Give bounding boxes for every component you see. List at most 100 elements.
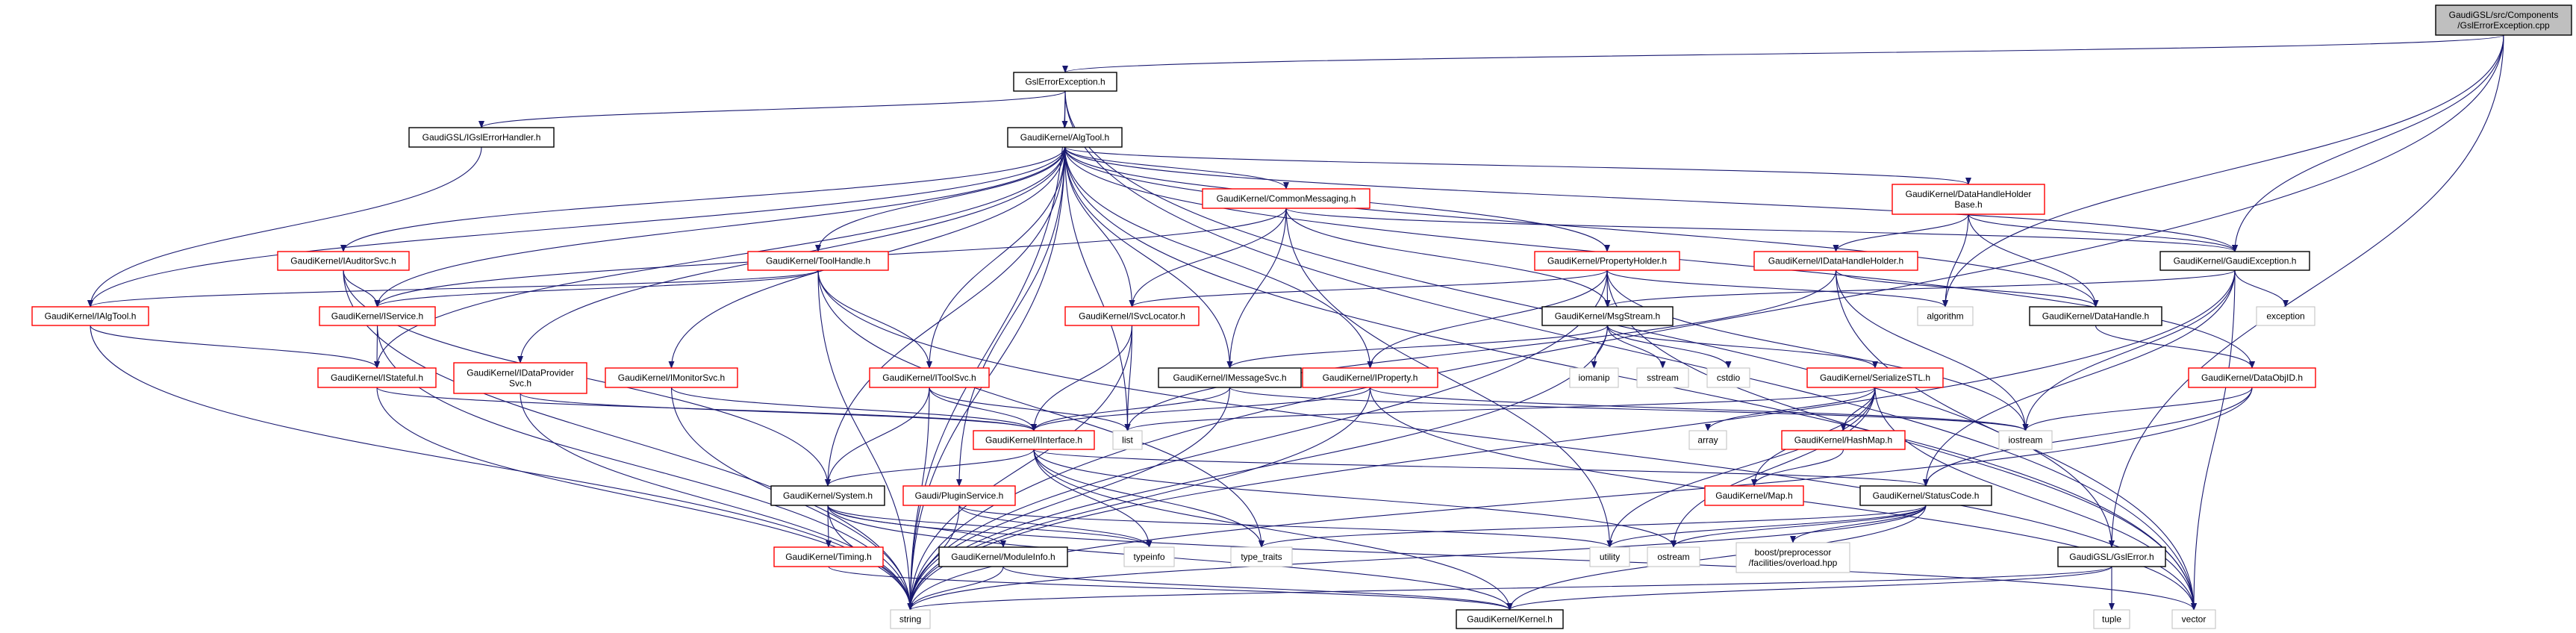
node-label: GaudiKernel/PropertyHolder.h	[1547, 256, 1667, 266]
edge-algtool-to-imessagesvc	[1064, 146, 1233, 369]
node-box	[31, 306, 149, 326]
node-root[interactable]: GaudiGSL/src/Components/GslErrorExceptio…	[2435, 4, 2572, 36]
node-iproperty[interactable]: GaudiKernel/IProperty.h	[1302, 367, 1438, 388]
node-box	[1302, 367, 1438, 388]
node-commonmsg[interactable]: GaudiKernel/CommonMessaging.h	[1202, 188, 1370, 209]
node-pluginservice[interactable]: Gaudi/PluginService.h	[902, 485, 1016, 506]
node-igslhandler[interactable]: GaudiGSL/IGslErrorHandler.h	[408, 127, 555, 148]
node-istateful[interactable]: GaudiKernel/IStateful.h	[317, 367, 437, 388]
node-label: GaudiKernel/ModuleInfo.h	[951, 552, 1055, 562]
node-iservice[interactable]: GaudiKernel/IService.h	[319, 306, 436, 326]
node-imonitorsvc[interactable]: GaudiKernel/IMonitorSvc.h	[605, 367, 738, 388]
edge-algtool-to-isvclocator	[1064, 146, 1135, 308]
node-msgstream[interactable]: GaudiKernel/MsgStream.h	[1541, 306, 1674, 326]
node-map[interactable]: GaudiKernel/Map.h	[1704, 485, 1804, 506]
node-label: vector	[2182, 614, 2207, 625]
node-label: type_traits	[1241, 552, 1282, 562]
node-box	[1202, 188, 1370, 209]
node-propholder[interactable]: GaudiKernel/PropertyHolder.h	[1534, 251, 1680, 271]
node-idhh[interactable]: GaudiKernel/IDataHandleHolder.h	[1753, 251, 1918, 271]
node-isvclocator[interactable]: GaudiKernel/ISvcLocator.h	[1064, 306, 1200, 326]
node-box	[605, 367, 738, 388]
node-serializestl[interactable]: GaudiKernel/SerializeSTL.h	[1806, 367, 1944, 388]
edge-dhhbase-to-gaudiexc	[1968, 213, 2238, 252]
node-gslexc[interactable]: GslErrorException.h	[1013, 72, 1117, 92]
edge-imonitorsvc-to-iinterface	[670, 387, 1037, 431]
node-box	[1704, 485, 1804, 506]
node-system[interactable]: GaudiKernel/System.h	[770, 485, 885, 506]
node-iauditorsvc[interactable]: GaudiKernel/IAuditorSvc.h	[277, 251, 410, 271]
nodes-layer: GaudiGSL/src/Components/GslErrorExceptio…	[31, 4, 2572, 629]
node-kernel[interactable]: GaudiKernel/Kernel.h	[1456, 609, 1564, 629]
node-ialgtool[interactable]: GaudiKernel/IAlgTool.h	[31, 306, 149, 326]
node-label: GslErrorException.h	[1025, 77, 1105, 87]
node-label: ostream	[1657, 552, 1689, 562]
node-algtool[interactable]: GaudiKernel/AlgTool.h	[1007, 127, 1123, 148]
edge-propholder-to-isvclocator	[1129, 269, 1608, 308]
node-sstream: sstream	[1636, 367, 1689, 388]
edge-algtool-to-iauditorsvc	[340, 146, 1066, 252]
node-datahandle[interactable]: GaudiKernel/DataHandle.h	[2029, 306, 2162, 326]
node-label: GaudiKernel/CommonMessaging.h	[1217, 193, 1356, 204]
node-label: GaudiKernel/GaudiException.h	[2174, 256, 2297, 266]
node-label: tuple	[2102, 614, 2121, 625]
node-label: GaudiKernel/MsgStream.h	[1555, 311, 1660, 322]
node-dataobjid[interactable]: GaudiKernel/DataObjID.h	[2188, 367, 2316, 388]
edge-toolhandle-to-itoolsvc	[817, 269, 932, 369]
node-label: GaudiGSL/IGslErrorHandler.h	[422, 132, 541, 143]
edge-statuscode-to-kernel	[1506, 505, 1927, 611]
node-label: GaudiGSL/GslError.h	[2069, 552, 2154, 562]
node-box	[2159, 251, 2310, 271]
node-hashmap[interactable]: GaudiKernel/HashMap.h	[1781, 430, 1906, 450]
node-label: exception	[2266, 311, 2304, 322]
node-imessagesvc[interactable]: GaudiKernel/IMessageSvc.h	[1158, 367, 1302, 388]
edge-msgstream-to-iomanip	[1591, 325, 1609, 369]
node-gslerror[interactable]: GaudiGSL/GslError.h	[2057, 546, 2166, 567]
node-box	[1158, 367, 1302, 388]
edge-dhhbase-to-idhh	[1833, 213, 1969, 252]
node-moduleinfo[interactable]: GaudiKernel/ModuleInfo.h	[938, 546, 1068, 567]
node-toolhandle[interactable]: GaudiKernel/ToolHandle.h	[747, 251, 889, 271]
edge-imessagesvc-to-string	[907, 387, 1231, 611]
node-box	[1806, 367, 1944, 388]
node-iinterface[interactable]: GaudiKernel/IInterface.h	[973, 430, 1095, 450]
edge-serializestl-to-array	[1705, 387, 1876, 431]
edge-algtool-to-commonmsg	[1064, 146, 1289, 190]
edge-isvclocator-to-string	[907, 325, 1133, 611]
node-box	[2093, 609, 2130, 629]
node-label: algorithm	[1927, 311, 1963, 322]
node-box	[1636, 367, 1689, 388]
node-box	[317, 367, 437, 388]
edge-msgstream-to-cstdio	[1606, 325, 1732, 369]
node-array: array	[1688, 430, 1727, 450]
node-label: GaudiKernel/IToolSvc.h	[882, 372, 976, 383]
edge-datahandle-to-dataobjid	[2095, 325, 2255, 369]
node-box	[319, 306, 436, 326]
edge-moduleinfo-to-kernel	[1002, 566, 1513, 611]
node-timing[interactable]: GaudiKernel/Timing.h	[773, 546, 884, 567]
node-label: GaudiKernel/Kernel.h	[1467, 614, 1553, 625]
edge-imessagesvc-to-iinterface	[1031, 387, 1231, 431]
edge-algtool-to-iservice	[374, 146, 1066, 308]
edge-serializestl-to-list	[1124, 387, 1876, 431]
node-statuscode[interactable]: GaudiKernel/StatusCode.h	[1859, 485, 1992, 506]
node-algorithm: algorithm	[1917, 306, 1974, 326]
node-box	[2029, 306, 2162, 326]
edge-commonmsg-to-isvclocator	[1129, 208, 1287, 308]
edge-ialgtool-to-istateful	[90, 325, 380, 369]
edge-statuscode-to-typetraits	[1259, 505, 1927, 548]
node-itoolsvc[interactable]: GaudiKernel/IToolSvc.h	[869, 367, 990, 388]
node-cstdio: cstdio	[1706, 367, 1750, 388]
edge-iinterface-to-statuscode	[1033, 449, 1929, 487]
node-box	[2256, 306, 2315, 326]
edge-idataprovider-to-iinterface	[520, 393, 1037, 431]
edge-dhhbase-to-algorithm	[1942, 213, 1969, 308]
node-label: /GslErrorException.cpp	[2457, 20, 2550, 31]
node-gaudiexc[interactable]: GaudiKernel/GaudiException.h	[2159, 251, 2310, 271]
edge-itoolsvc-to-system	[825, 387, 930, 487]
node-vector: vector	[2171, 609, 2216, 629]
node-box	[869, 367, 990, 388]
